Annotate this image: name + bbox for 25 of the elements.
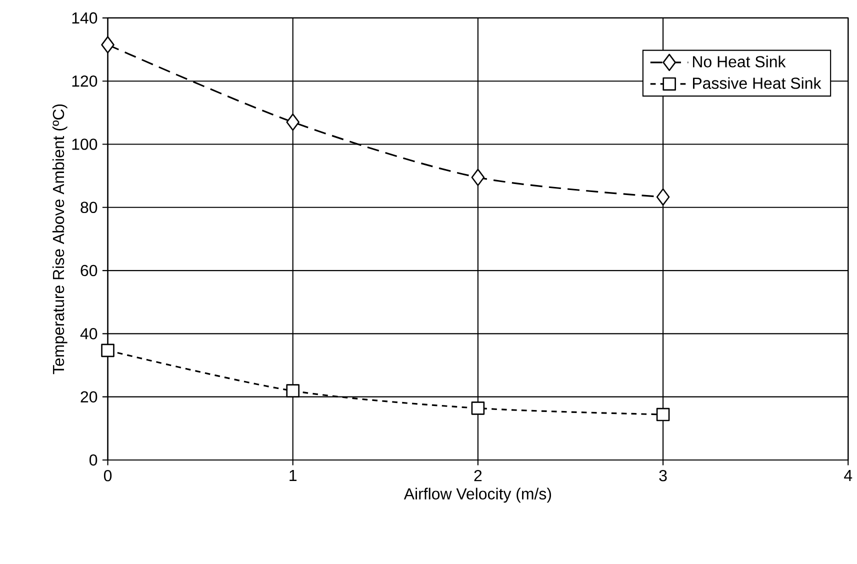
point [656, 408, 670, 422]
y-tick-label: 40 [80, 328, 98, 340]
x-tick-label: 3 [659, 470, 667, 482]
x-tick-label: 4 [844, 470, 852, 482]
y-tick-label: 20 [80, 391, 98, 403]
y-axis-title: Temperature Rise Above Ambient (ºC) [52, 104, 68, 374]
x-tick-label: 0 [104, 470, 112, 482]
legend-label: Passive Heat Sink [693, 77, 822, 90]
point [286, 384, 300, 398]
x-tick-label: 1 [290, 470, 297, 482]
legend-label: No Heat Sink [693, 56, 786, 68]
point [101, 36, 114, 54]
x-axis-title: Airflow Velocity (m/s) [404, 488, 551, 503]
point [471, 402, 485, 415]
point [101, 344, 114, 358]
point [471, 168, 485, 186]
y-tick-label: 80 [80, 202, 98, 214]
y-tick-label: 0 [89, 454, 98, 466]
y-tick-label: 60 [80, 265, 98, 276]
y-tick-label: 100 [72, 138, 98, 150]
point [656, 188, 670, 206]
y-tick-label: 120 [72, 76, 98, 87]
point [286, 114, 300, 131]
x-tick-label: 2 [474, 470, 482, 482]
y-tick-label: 140 [72, 12, 98, 24]
